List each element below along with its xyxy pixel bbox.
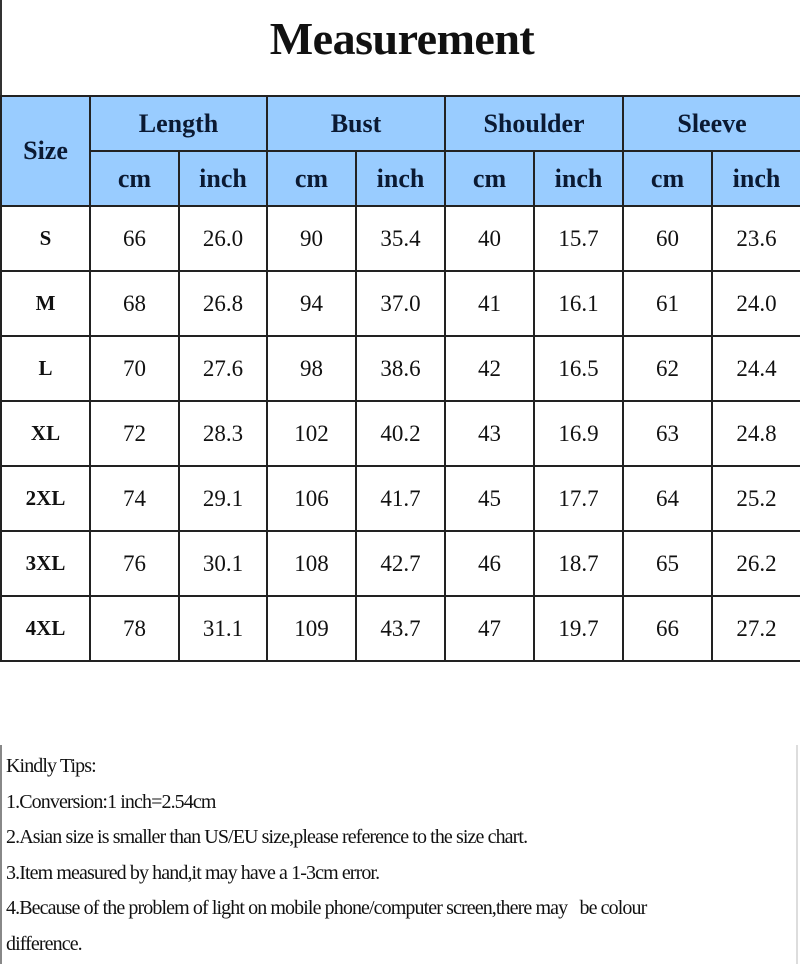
size-cell: 3XL	[0, 530, 91, 597]
tip-line: 4.Because of the problem of light on mob…	[6, 897, 647, 919]
value-cell: 40.2	[354, 400, 447, 467]
value-cell: 40	[444, 205, 536, 272]
value-cell: 102	[266, 400, 357, 467]
header-shoulder-cm: cm	[444, 150, 536, 207]
tip-line: 1.Conversion:1 inch=2.54cm	[6, 790, 216, 813]
header-shoulder-inch: inch	[533, 150, 625, 207]
tips-box: Kindly Tips: 1.Conversion:1 inch=2.54cm 2.…	[0, 745, 798, 964]
header-sleeve: Sleeve	[622, 95, 800, 152]
value-cell: 68	[89, 270, 180, 337]
table-row: 4XL 78 31.1 109 43.7 47 19.7 66 27.2	[0, 595, 800, 662]
value-cell: 65	[622, 530, 714, 597]
value-cell: 30.1	[178, 530, 268, 597]
value-cell: 42.7	[354, 530, 447, 597]
value-cell: 90	[266, 205, 357, 272]
header-shoulder: Shoulder	[444, 95, 625, 152]
value-cell: 41	[444, 270, 536, 337]
value-cell: 62	[622, 335, 714, 402]
value-cell: 66	[89, 205, 180, 272]
value-cell: 29.1	[178, 465, 268, 532]
value-cell: 76	[89, 530, 180, 597]
table-row: S 66 26.0 90 35.4 40 15.7 60 23.6	[0, 205, 800, 272]
value-cell: 24.4	[711, 335, 800, 402]
value-cell: 28.3	[178, 400, 268, 467]
value-cell: 108	[266, 530, 357, 597]
value-cell: 31.1	[178, 595, 268, 662]
value-cell: 45	[444, 465, 536, 532]
header-length: Length	[89, 95, 268, 152]
value-cell: 17.7	[533, 465, 625, 532]
table-row: 2XL 74 29.1 106 41.7 45 17.7 64 25.2	[0, 465, 800, 532]
value-cell: 94	[266, 270, 357, 337]
value-cell: 24.0	[711, 270, 800, 337]
header-sleeve-cm: cm	[622, 150, 714, 207]
value-cell: 27.6	[178, 335, 268, 402]
value-cell: 26.2	[711, 530, 800, 597]
value-cell: 72	[89, 400, 180, 467]
size-cell: XL	[0, 400, 91, 467]
value-cell: 61	[622, 270, 714, 337]
header-sleeve-inch: inch	[711, 150, 800, 207]
value-cell: 23.6	[711, 205, 800, 272]
value-cell: 106	[266, 465, 357, 532]
value-cell: 43.7	[354, 595, 447, 662]
size-table: Size Length Bust Shoulder Sleeve cm inch cm in…	[0, 95, 800, 662]
value-cell: 16.5	[533, 335, 625, 402]
value-cell: 27.2	[711, 595, 800, 662]
value-cell: 74	[89, 465, 180, 532]
header-bust-inch: inch	[354, 150, 447, 207]
size-cell: 2XL	[0, 465, 91, 532]
tip-line: difference.	[6, 932, 83, 955]
size-cell: S	[0, 205, 91, 272]
tip-line: 2.Asian size is smaller than US/EU size,…	[6, 826, 528, 848]
value-cell: 41.7	[354, 465, 447, 532]
value-cell: 38.6	[354, 335, 447, 402]
value-cell: 109	[266, 595, 357, 662]
header-bust-cm: cm	[266, 150, 357, 207]
value-cell: 26.0	[178, 205, 268, 272]
size-cell: 4XL	[0, 595, 91, 662]
table-row: M 68 26.8 94 37.0 41 16.1 61 24.0	[0, 270, 800, 337]
value-cell: 26.8	[178, 270, 268, 337]
header-size: Size	[0, 95, 91, 207]
value-cell: 78	[89, 595, 180, 662]
value-cell: 25.2	[711, 465, 800, 532]
table-row: L 70 27.6 98 38.6 42 16.5 62 24.4	[0, 335, 800, 402]
value-cell: 47	[444, 595, 536, 662]
value-cell: 35.4	[354, 205, 447, 272]
tip-line: 3.Item measured by hand,it may have a 1-…	[6, 861, 380, 884]
size-cell: M	[0, 270, 91, 337]
value-cell: 46	[444, 530, 536, 597]
tip-line: Kindly Tips:	[6, 755, 97, 777]
header-bust: Bust	[265, 95, 447, 152]
page-title: Measurement	[269, 13, 535, 64]
value-cell: 37.0	[354, 270, 447, 337]
value-cell: 19.7	[533, 595, 625, 662]
value-cell: 63	[622, 400, 714, 467]
value-cell: 15.7	[533, 205, 625, 272]
table-row: XL 72 28.3 102 40.2 43 16.9 63 24.8	[0, 400, 800, 467]
table-row: 3XL 76 30.1 108 42.7 46 18.7 65 26.2	[0, 530, 800, 597]
value-cell: 24.8	[711, 400, 800, 467]
title-box: Measurement	[0, 0, 800, 95]
value-cell: 16.9	[533, 400, 625, 467]
value-cell: 70	[89, 335, 180, 402]
value-cell: 43	[444, 400, 536, 467]
value-cell: 66	[622, 595, 714, 662]
value-cell: 60	[622, 205, 714, 272]
value-cell: 18.7	[533, 530, 625, 597]
value-cell: 16.1	[533, 270, 625, 337]
header-length-cm: cm	[89, 150, 180, 207]
value-cell: 42	[444, 335, 536, 402]
value-cell: 64	[622, 465, 714, 532]
value-cell: 98	[266, 335, 357, 402]
header-length-inch: inch	[178, 150, 268, 207]
size-cell: L	[0, 335, 91, 402]
